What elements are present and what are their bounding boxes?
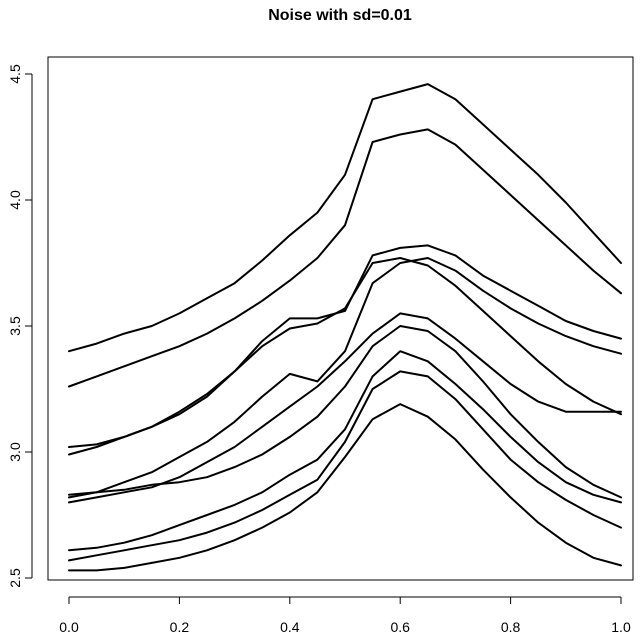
series-line-10 — [68, 403, 622, 572]
y-tick-label: 3.0 — [7, 442, 23, 462]
series-line-2 — [68, 128, 622, 388]
y-tick-label: 3.5 — [7, 316, 23, 336]
x-tick-label: 0.6 — [390, 619, 410, 635]
series-line-5 — [68, 257, 622, 499]
plot-frame — [47, 56, 634, 581]
y-tick-label: 4.0 — [7, 190, 23, 210]
series-line-4 — [68, 257, 622, 456]
series-line-3 — [68, 244, 622, 448]
chart-title: Noise with sd=0.01 — [268, 7, 412, 24]
series-line-8 — [68, 350, 622, 552]
series-layer — [68, 83, 622, 572]
x-tick-label: 0.4 — [280, 619, 300, 635]
x-axis: 0.0 0.2 0.4 0.6 0.8 1.0 — [59, 596, 631, 635]
x-tick-label: 0.8 — [501, 619, 521, 635]
series-line-7 — [68, 325, 622, 499]
x-tick-label: 1.0 — [611, 619, 631, 635]
series-line-9 — [68, 370, 622, 562]
series-line-6 — [68, 312, 622, 504]
x-tick-label: 0.2 — [170, 619, 190, 635]
series-line-1 — [68, 83, 622, 353]
y-tick-label: 4.5 — [7, 64, 23, 84]
x-tick-label: 0.0 — [59, 619, 79, 635]
y-axis: 2.5 3.0 3.5 4.0 4.5 — [7, 64, 33, 588]
y-tick-label: 2.5 — [7, 568, 23, 588]
